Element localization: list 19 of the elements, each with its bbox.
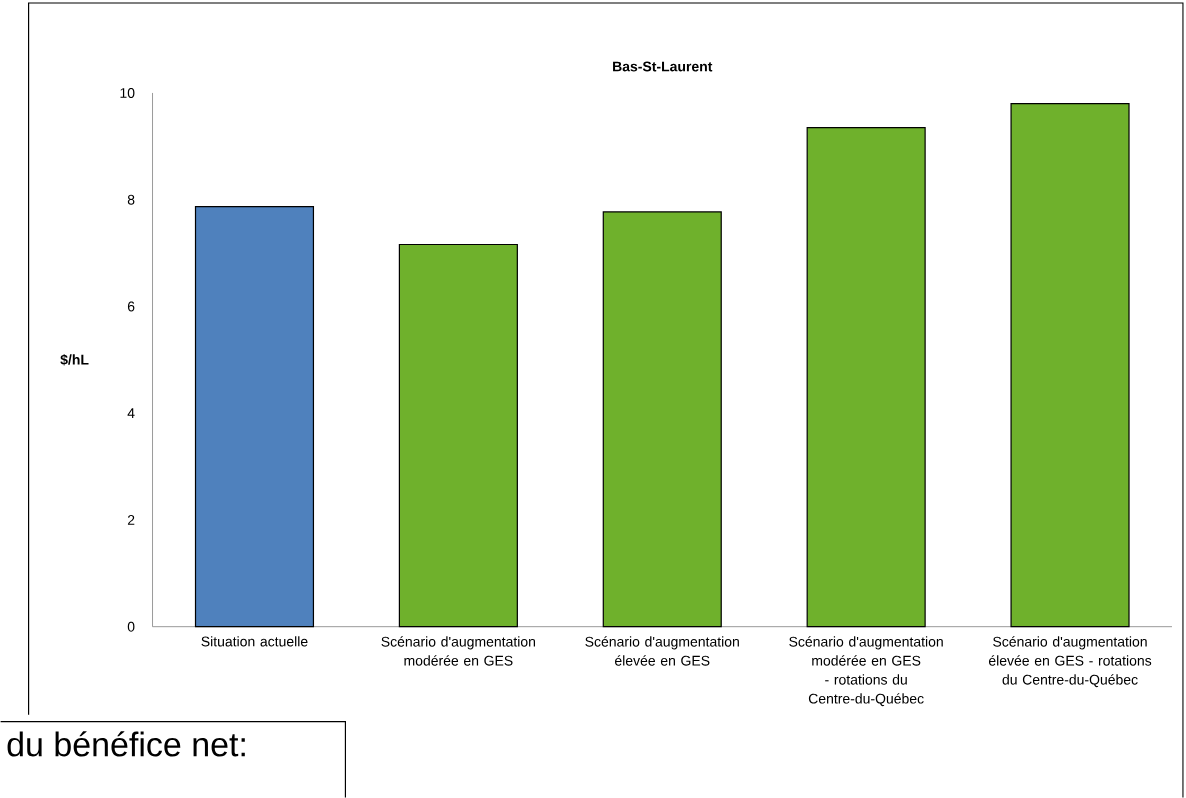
bar — [1010, 102, 1130, 628]
y-tick-label: 2 — [127, 514, 135, 525]
text: du bénéfice net: — [7, 731, 245, 757]
x-tick-label: Scénario d'augmentation modérée en GES - rotations du Centre-du-Québec — [789, 636, 943, 707]
y-tick-label: 8 — [127, 194, 135, 205]
x-tick-label: Scénario d'augmentation élevée en GES - rotations du Centre-du-Québec — [988, 636, 1152, 688]
x-tick-label: Situation actuelle — [201, 636, 308, 647]
bar — [398, 243, 518, 628]
chart-title: Bas-St-Laurent — [613, 61, 713, 72]
y-axis-title: $/hL — [60, 354, 89, 366]
y-tick-label: 6 — [127, 301, 135, 312]
bar — [194, 205, 315, 628]
x-tick-label: Scénario d'augmentation élevée en GES — [585, 636, 739, 666]
bar — [602, 211, 722, 628]
x-tick-label: Scénario d'augmentation modérée en GES — [381, 636, 536, 666]
y-tick-label: 0 — [127, 621, 135, 632]
y-tick-label: 4 — [127, 408, 135, 418]
y-tick-label: 10 — [120, 87, 135, 98]
bar — [806, 126, 926, 628]
